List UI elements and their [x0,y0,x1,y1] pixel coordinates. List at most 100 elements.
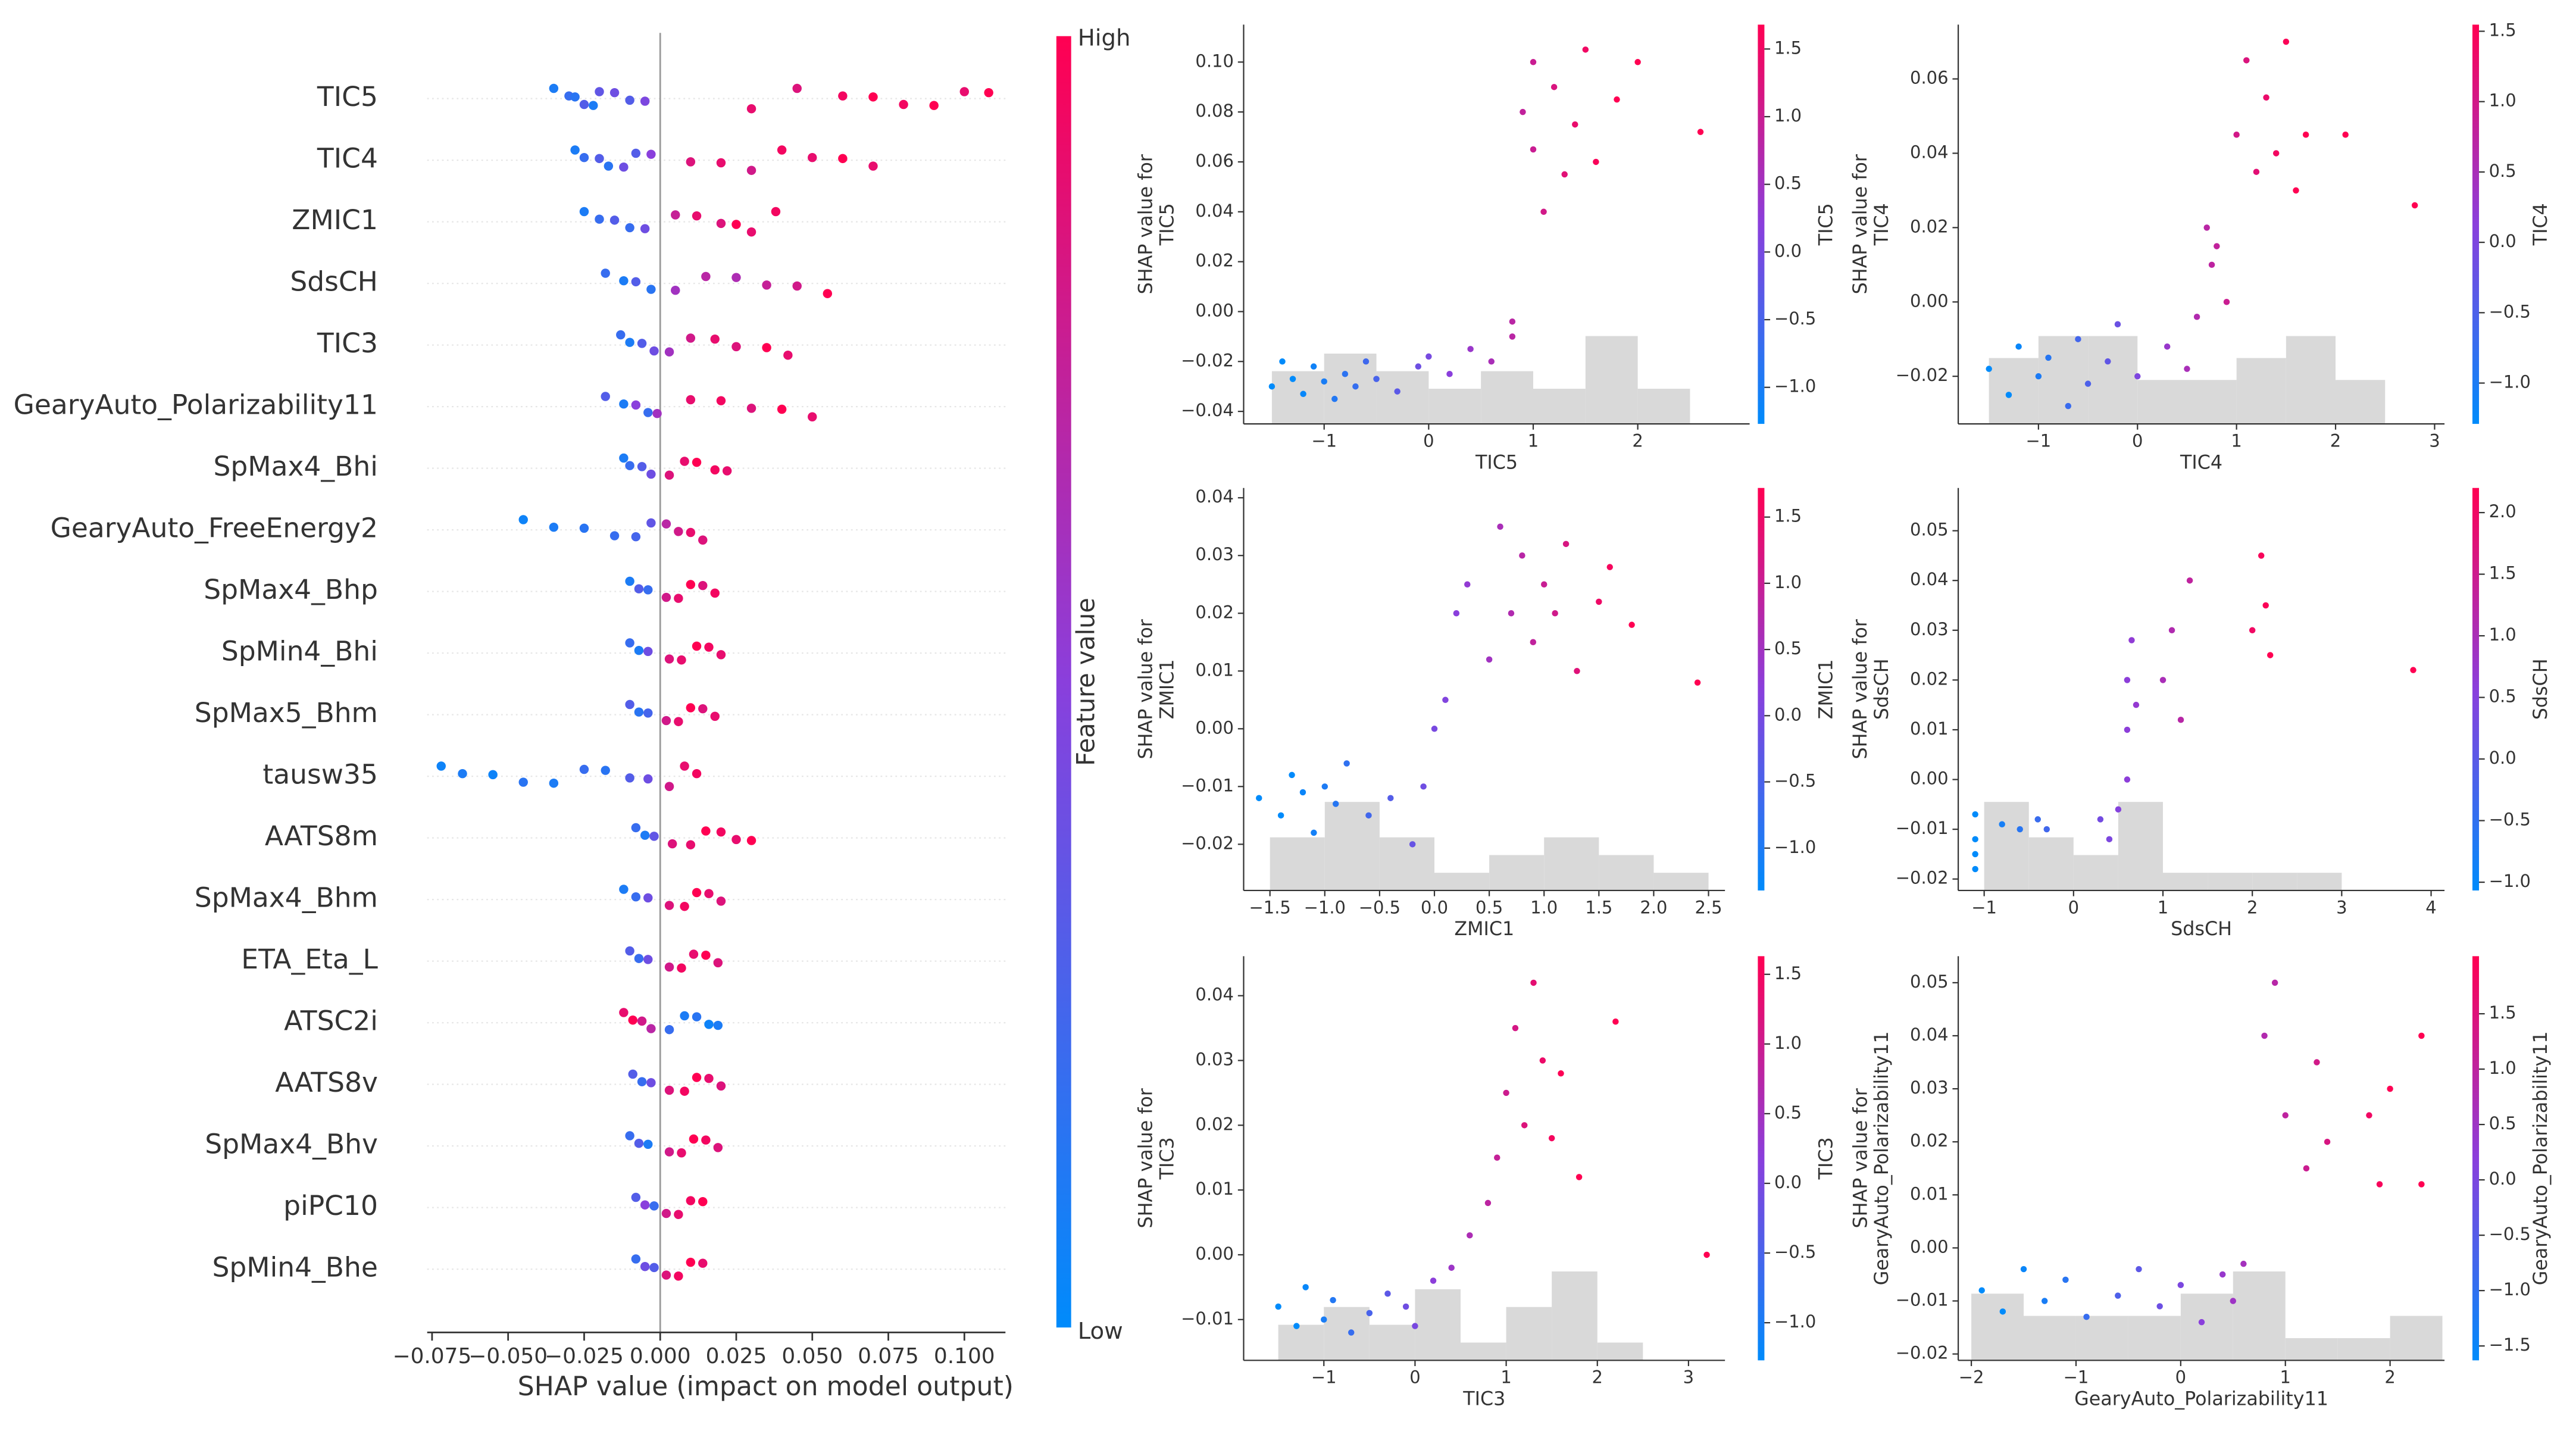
y-tick-label: 0.02 [1195,602,1234,622]
point [1302,1284,1309,1291]
shap-point [661,1208,671,1218]
point [2282,1112,2289,1118]
shap-point [710,465,720,475]
y-tick-label: −0.01 [1181,775,1234,795]
point [2253,168,2260,175]
shap-point [731,220,741,229]
y-tick-label: 0.02 [1910,216,1949,236]
shap-point [731,342,741,352]
feature-label: ZMIC1 [292,204,378,236]
colorbar-tick-label: 1.5 [2489,563,2516,583]
x-tick-label: −0.5 [1359,897,1400,917]
shap-point [619,885,629,894]
shap-point [637,1077,647,1086]
shap-point [692,211,702,221]
point [1628,621,1635,628]
shap-point [674,527,683,536]
shap-point [579,207,589,217]
shap-point [664,901,674,910]
y-tick-label: −0.02 [1896,868,1949,888]
x-tick-label: 2 [2247,897,2258,917]
shap-point [680,1086,689,1096]
feature-label: SpMax4_Bhp [204,574,378,605]
shap-point [634,645,644,655]
x-tick-label: 2 [1632,430,1643,451]
shap-point [637,1016,647,1026]
shap-point [664,1147,674,1157]
shap-point [777,145,787,155]
x-tick-label: 0.0 [1421,897,1448,917]
point [2106,836,2113,843]
histogram-bar [1481,371,1533,424]
x-tick-label: 2 [2330,430,2341,451]
colorbar-tick-label: 0.5 [1774,173,1802,193]
shap-point [808,412,817,421]
shap-point [838,91,848,101]
point [1593,158,1599,165]
histogram-bar [2285,1338,2338,1361]
shap-point [625,1131,634,1141]
point [2115,1292,2121,1299]
shap-point [746,227,756,237]
shap-point [631,1192,641,1202]
shap-point [570,92,580,102]
colorbar [2472,956,2480,1361]
shap-point [746,836,756,845]
point [1530,639,1537,646]
shap-point [625,338,634,347]
histogram-bar [1428,389,1481,424]
shap-point [746,104,756,114]
y-tick-label: −0.02 [1181,350,1234,370]
shap-point [609,215,620,225]
point [2115,806,2122,813]
y-tick-label: 0.01 [1195,1179,1234,1199]
feature-label: GearyAuto_FreeEnergy2 [51,513,378,544]
shap-point [731,273,741,282]
point [2366,1112,2372,1118]
histogram-bar [1971,1293,2024,1361]
y-tick-label: 0.03 [1195,544,1234,564]
shap-point [601,392,610,401]
shap-point [643,1139,653,1149]
shap-point [686,840,696,849]
histogram-bar [2236,358,2286,424]
shap-point [579,523,589,533]
y-axis-label: SHAP value for [1850,618,1871,759]
x-tick-label: 1.5 [1585,897,1612,917]
colorbar-label: SdsCH [2530,658,2552,720]
y-tick-label: 0.03 [1910,1077,1949,1098]
y-tick-label: 0.04 [1910,1024,1949,1045]
shap-point [677,963,686,973]
point [2240,1260,2247,1267]
shap-point [710,588,720,598]
shap-point [646,469,656,479]
shap-point [680,761,689,771]
x-tick-label: 0.100 [934,1344,995,1368]
x-axis-label: TIC4 [2180,452,2222,473]
point [2041,1298,2048,1304]
shap-point [619,276,629,286]
point [1289,771,1295,779]
point [2124,677,2131,683]
shap-point [595,154,604,164]
point [2017,826,2023,833]
x-axis-label: TIC5 [1475,452,1518,473]
shap-point [680,901,689,911]
point [2034,816,2042,823]
point [2342,132,2349,138]
point [2156,1303,2163,1310]
y-tick-label: 0.03 [1195,1049,1234,1070]
x-tick-label: −0.050 [468,1344,548,1368]
colorbar-tick-label: −0.5 [2489,810,2531,830]
shap-point [674,1271,683,1281]
point [2271,979,2278,986]
histogram-bar [1544,837,1599,891]
point [2105,358,2111,365]
shap-point [713,1020,723,1030]
point [2283,38,2290,45]
point [1299,789,1306,796]
histogram-bar [2075,1316,2128,1361]
shap-point [634,1138,644,1148]
y-tick-label: 0.06 [1195,151,1234,171]
y-axis-label: SdsCH [1871,658,1893,720]
